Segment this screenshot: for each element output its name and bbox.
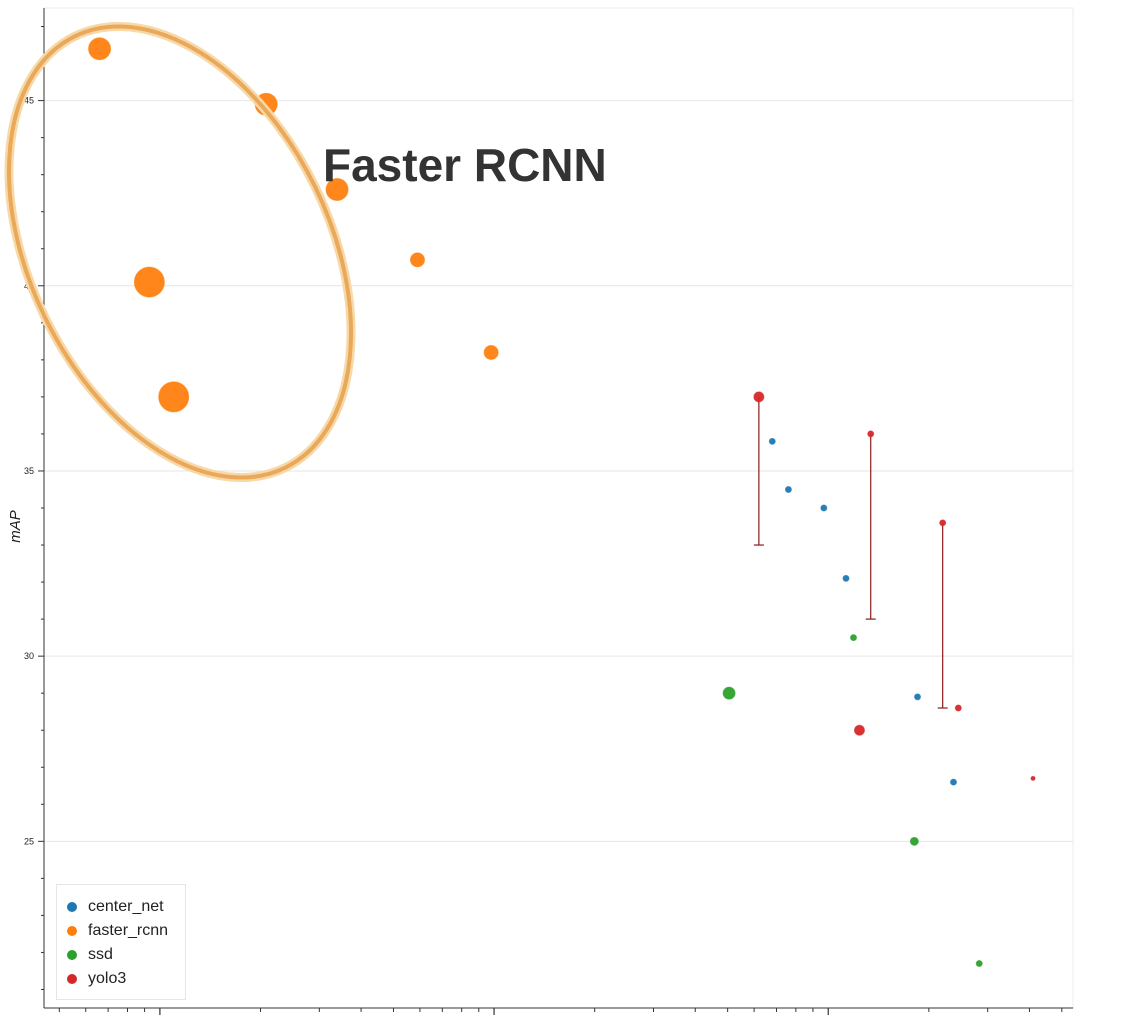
- error-layer: [753, 396, 948, 709]
- point-center-net: [914, 693, 922, 701]
- y-axis-label: mAP: [7, 510, 24, 543]
- annotation-label: Faster RCNN: [323, 139, 607, 191]
- legend-item-center-net[interactable]: center_net: [67, 895, 164, 919]
- point-yolo3: [753, 391, 765, 403]
- point-faster-rcnn: [409, 252, 425, 268]
- legend-swatch-faster-rcnn: [67, 926, 77, 936]
- point-faster-rcnn: [133, 266, 165, 298]
- point-yolo3: [867, 430, 875, 438]
- y-tick-label: 45: [24, 96, 34, 106]
- point-center-net: [784, 485, 792, 493]
- point-faster-rcnn: [88, 37, 112, 61]
- point-ssd: [722, 686, 736, 700]
- point-yolo3: [954, 704, 962, 712]
- legend-swatch-center-net: [67, 902, 77, 912]
- legend: center_net faster_rcnn ssd yolo3: [56, 884, 186, 1000]
- point-faster-rcnn: [325, 177, 349, 201]
- point-faster-rcnn: [158, 381, 190, 413]
- legend-label-faster-rcnn: faster_rcnn: [88, 922, 169, 939]
- legend-swatch-yolo3: [67, 974, 77, 984]
- point-yolo3: [939, 519, 947, 527]
- legend-label-yolo3: yolo3: [88, 970, 127, 987]
- annotation-ellipse-glow: [4, 21, 356, 483]
- legend-swatch-ssd: [67, 950, 77, 960]
- annotation-ellipse: [6, 24, 354, 480]
- point-center-net: [820, 504, 828, 512]
- point-ssd: [909, 836, 919, 846]
- point-ssd: [975, 960, 983, 968]
- point-ssd: [849, 634, 857, 642]
- legend-label-center-net: center_net: [88, 898, 164, 915]
- point-center-net: [768, 437, 776, 445]
- legend-item-faster-rcnn[interactable]: faster_rcnn: [67, 919, 168, 943]
- annotation-layer: Faster RCNN: [4, 21, 607, 483]
- legend-item-ssd[interactable]: ssd: [67, 943, 113, 967]
- legend-item-yolo3[interactable]: yolo3: [67, 967, 126, 991]
- point-faster-rcnn: [483, 344, 499, 360]
- y-tick-label: 30: [24, 651, 34, 661]
- point-center-net: [949, 778, 957, 786]
- y-tick-label: 35: [24, 466, 34, 476]
- legend-label-ssd: ssd: [88, 946, 113, 963]
- point-yolo3: [1030, 775, 1036, 781]
- y-tick-label: 25: [24, 836, 34, 846]
- point-yolo3: [853, 724, 865, 736]
- point-center-net: [842, 574, 850, 582]
